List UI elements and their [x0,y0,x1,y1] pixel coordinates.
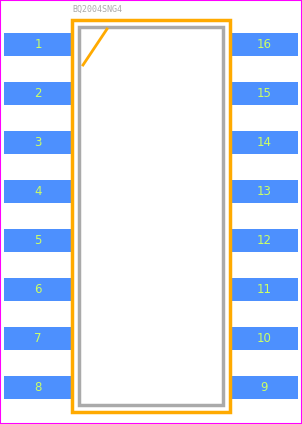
Text: 2: 2 [34,87,42,100]
Bar [230,327,298,350]
Text: BQ2004SNG4: BQ2004SNG4 [72,5,122,14]
Bar [4,278,72,301]
Text: 10: 10 [257,332,271,345]
Bar [230,278,298,301]
Text: 5: 5 [34,234,42,247]
Text: 8: 8 [34,381,42,394]
Bar [230,229,298,252]
Text: 1: 1 [34,38,42,51]
Bar [72,20,230,412]
Bar [79,27,223,405]
Bar [4,33,72,56]
Text: 7: 7 [34,332,42,345]
Bar [230,82,298,105]
Text: 14: 14 [256,136,271,149]
Bar [230,376,298,399]
Text: 4: 4 [34,185,42,198]
Bar [230,180,298,203]
Bar [4,82,72,105]
Text: 9: 9 [260,381,268,394]
Bar [4,180,72,203]
Text: 11: 11 [256,283,271,296]
Text: 15: 15 [257,87,271,100]
Bar [4,131,72,154]
Bar [4,229,72,252]
Text: 16: 16 [256,38,271,51]
Bar [230,33,298,56]
Text: 13: 13 [257,185,271,198]
Text: 12: 12 [256,234,271,247]
Bar [4,376,72,399]
Text: 6: 6 [34,283,42,296]
Bar [4,327,72,350]
Bar [230,131,298,154]
Text: 3: 3 [34,136,42,149]
